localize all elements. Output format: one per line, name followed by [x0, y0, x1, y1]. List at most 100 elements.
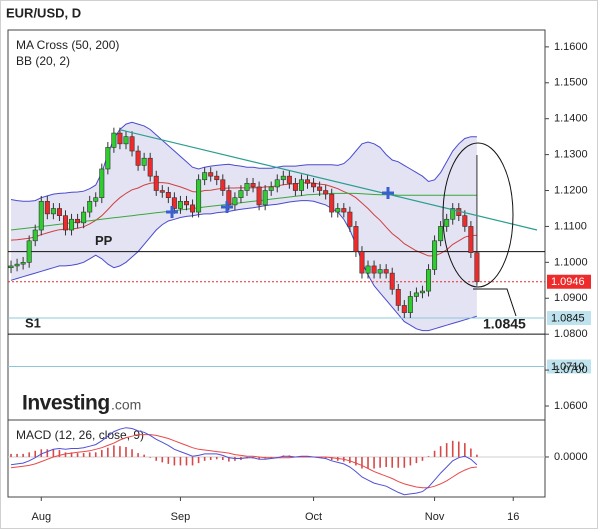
candle-body — [75, 218, 81, 224]
candle-body — [280, 175, 286, 181]
macd-histogram-bar — [421, 456, 424, 461]
macd-histogram-bar — [179, 456, 182, 466]
candle-body — [81, 211, 87, 224]
candle-body — [389, 272, 395, 290]
macd-histogram-bar — [367, 456, 369, 469]
macd-histogram-bar — [161, 456, 164, 463]
candle-body — [432, 240, 438, 270]
macd-label: MACD (12, 26, close, 9) — [16, 428, 144, 442]
candle-body — [147, 157, 153, 177]
cross-marker — [166, 206, 178, 218]
candle-body — [347, 211, 353, 227]
candle-body — [474, 252, 480, 283]
candle-body — [407, 296, 413, 313]
candle-body — [38, 200, 44, 231]
macd-histogram-bar — [40, 449, 43, 457]
candle-body — [14, 263, 20, 267]
candle-body — [383, 269, 389, 274]
y-tick-label: 1.1100 — [554, 220, 587, 232]
candle-body — [305, 179, 311, 184]
candle-body — [286, 175, 292, 184]
candle-body — [177, 200, 183, 209]
candle-body — [401, 305, 407, 313]
indicator-label: BB (20, 2) — [16, 54, 70, 68]
candle-body — [426, 269, 432, 292]
candle-body — [171, 197, 177, 209]
candle-body — [153, 175, 159, 191]
pointer-line — [473, 288, 517, 317]
trend-line — [120, 129, 538, 231]
macd-histogram-bar — [355, 456, 357, 466]
macd-histogram-bar — [330, 456, 333, 461]
macd-histogram-bar — [173, 456, 176, 466]
macd-histogram-bar — [107, 447, 109, 457]
candle-body — [190, 204, 196, 213]
candle-body — [298, 179, 304, 191]
macd-histogram-bar — [167, 456, 170, 464]
candle-body — [232, 197, 238, 206]
candle-body — [50, 208, 56, 215]
candle-body — [438, 226, 444, 242]
y-tick-label: 1.1200 — [554, 184, 588, 196]
candle-body — [99, 168, 105, 199]
macd-histogram-bar — [391, 456, 394, 468]
x-tick-label: Oct — [305, 511, 322, 523]
price-tag-label: 1.0946 — [551, 276, 585, 288]
macd-histogram-bar — [149, 456, 151, 458]
plot-frame — [7, 29, 546, 498]
candle-body — [111, 132, 117, 148]
candle-body — [159, 190, 165, 193]
candle-body — [311, 183, 317, 188]
macd-histogram-bar — [76, 453, 79, 457]
macd-histogram-bar — [52, 449, 55, 457]
y-tick-label: 1.1600 — [554, 41, 588, 53]
macd-histogram-bar — [94, 452, 97, 457]
macd-histogram-bar — [197, 456, 200, 464]
y-tick-label: 1.1400 — [554, 113, 588, 125]
y-tick-label: 1.1500 — [554, 77, 588, 89]
price-annotation: 1.0845 — [483, 316, 526, 332]
candle-body — [165, 192, 171, 199]
candle-body — [274, 179, 280, 188]
macd-histogram-bar — [457, 441, 460, 457]
macd-histogram-bar — [397, 456, 400, 468]
macd-histogram-bar — [10, 453, 12, 457]
y-tick-label: 1.0600 — [554, 400, 588, 412]
macd-histogram-bar — [100, 450, 103, 457]
candle-body — [329, 193, 335, 213]
candle-body — [323, 190, 329, 195]
candle-body — [250, 183, 256, 188]
candle-body — [335, 208, 341, 213]
y-tick-label: 1.0800 — [554, 328, 588, 340]
brand-name: Investing — [22, 392, 110, 415]
candle-body — [444, 218, 450, 227]
candle-body — [20, 262, 26, 265]
candle-body — [268, 186, 274, 191]
band-upper — [10, 121, 477, 202]
chart-title: EUR/USD, D — [6, 5, 81, 20]
candle-body — [419, 290, 425, 294]
y-tick-label: 0.0000 — [554, 451, 588, 463]
candle-body — [317, 186, 323, 191]
candle-body — [26, 240, 32, 263]
macd-histogram-bar — [215, 456, 218, 460]
macd-histogram-bar — [46, 449, 49, 457]
macd-histogram-bar — [70, 452, 73, 457]
macd-histogram-bar — [349, 456, 351, 464]
indicator-line — [10, 192, 477, 231]
macd-histogram-bar — [385, 456, 387, 467]
macd-histogram-bar — [22, 453, 24, 457]
candle-body — [135, 150, 141, 166]
macd-histogram-bar — [403, 456, 406, 468]
candle-body — [365, 265, 371, 274]
macd-signal-line — [10, 434, 477, 489]
macd-histogram-bar — [209, 456, 212, 461]
candle-body — [56, 208, 62, 216]
macd-histogram-bar — [119, 446, 121, 457]
candle-body — [62, 215, 68, 231]
candle-body — [32, 229, 38, 242]
macd-histogram-bar — [222, 456, 224, 461]
macd-histogram-bar — [155, 456, 158, 461]
candle-body — [44, 200, 50, 215]
